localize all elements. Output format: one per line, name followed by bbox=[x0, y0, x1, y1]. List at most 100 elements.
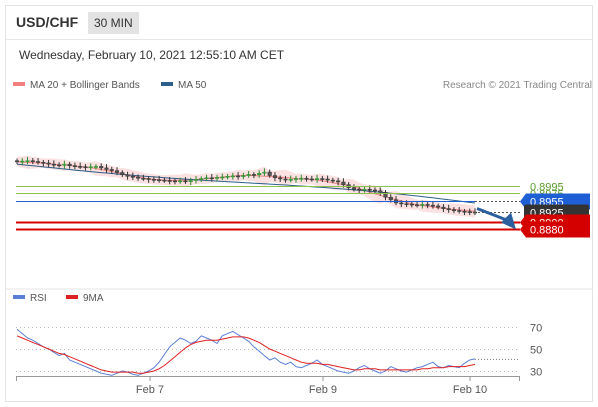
candle-body bbox=[462, 211, 467, 213]
candle-body bbox=[299, 177, 304, 180]
timestamp: Wednesday, February 10, 2021 12:55:10 AM… bbox=[19, 48, 285, 62]
candle-body bbox=[367, 188, 372, 191]
candle-body bbox=[272, 175, 278, 179]
candle-body bbox=[136, 176, 141, 179]
candle-body bbox=[93, 166, 99, 168]
candle-body bbox=[209, 177, 214, 180]
candle-body bbox=[30, 160, 35, 162]
legend-swatch-9ma bbox=[66, 295, 78, 299]
candle-body bbox=[441, 206, 446, 209]
support-label: 0.8880 bbox=[530, 225, 564, 237]
x-axis-tick-label: Feb 7 bbox=[136, 384, 164, 396]
candle-body bbox=[183, 180, 188, 183]
forecast-arrow-shaft bbox=[476, 207, 509, 222]
candle-body bbox=[404, 203, 409, 205]
research-credit: Research © 2021 Trading Central bbox=[442, 80, 592, 91]
candle-body bbox=[83, 166, 88, 169]
candle-body bbox=[283, 178, 288, 181]
candle-body bbox=[320, 178, 325, 180]
bollinger-band bbox=[17, 155, 475, 218]
candle-body bbox=[451, 209, 456, 211]
candle-body bbox=[193, 179, 199, 181]
candle-body bbox=[67, 163, 72, 166]
candle-body bbox=[425, 204, 430, 206]
candle-body bbox=[178, 180, 183, 183]
candle-body bbox=[436, 205, 441, 208]
candle-body bbox=[199, 178, 204, 180]
candle-body bbox=[446, 208, 451, 210]
candle-body bbox=[309, 178, 314, 181]
legend-label-bollinger: MA 20 + Bollinger Bands bbox=[30, 80, 140, 91]
ma20-line bbox=[16, 161, 476, 212]
candle-body bbox=[351, 187, 356, 190]
legend-label-ma50: MA 50 bbox=[178, 80, 207, 91]
candle-body bbox=[25, 160, 30, 162]
candle-body bbox=[188, 180, 193, 182]
candle-body bbox=[420, 204, 425, 206]
candle-body bbox=[204, 177, 209, 180]
candle-body bbox=[157, 179, 162, 181]
candle-body bbox=[36, 161, 41, 163]
legend-label-rsi: RSI bbox=[30, 293, 47, 304]
chart-widget: USD/CHF 30 MIN Wednesday, February 10, 2… bbox=[5, 5, 593, 402]
candle-body bbox=[88, 166, 93, 169]
candle-body bbox=[430, 204, 435, 207]
candle-body bbox=[141, 177, 146, 180]
chart-header: USD/CHF 30 MIN bbox=[6, 6, 592, 40]
candle-body bbox=[120, 172, 125, 176]
candle-body bbox=[99, 166, 104, 169]
candle-body bbox=[457, 210, 462, 212]
interval-badge[interactable]: 30 MIN bbox=[88, 12, 139, 34]
candle-body bbox=[109, 169, 114, 171]
candle-body bbox=[378, 190, 383, 193]
candle-body bbox=[125, 174, 130, 177]
candle-body bbox=[62, 163, 67, 166]
x-axis-tick-label: Feb 10 bbox=[453, 384, 487, 396]
candle-body bbox=[78, 166, 83, 168]
candle-body bbox=[220, 176, 225, 179]
candle-body bbox=[288, 179, 293, 181]
candle-body bbox=[230, 175, 235, 178]
candle-body bbox=[278, 177, 283, 180]
x-axis-tick-label: Feb 9 bbox=[309, 384, 337, 396]
candle-body bbox=[172, 180, 177, 183]
candle-body bbox=[114, 170, 120, 173]
candle-body bbox=[167, 180, 172, 182]
candle-body bbox=[362, 188, 367, 191]
candle-body bbox=[415, 204, 420, 207]
candle-body bbox=[236, 175, 241, 178]
candle-body bbox=[162, 179, 167, 182]
candle-body bbox=[246, 174, 251, 176]
candle-body bbox=[130, 176, 135, 178]
candle-body bbox=[146, 178, 151, 180]
candle-body bbox=[383, 192, 388, 198]
legend-swatch-bollinger bbox=[13, 82, 25, 86]
candle-body bbox=[51, 163, 56, 166]
rsi-tick-label: 30 bbox=[530, 367, 542, 379]
ma50-line bbox=[16, 163, 476, 204]
candle-body bbox=[214, 177, 220, 179]
candle-body bbox=[241, 175, 246, 177]
candle-body bbox=[399, 202, 404, 205]
candle-body bbox=[257, 173, 262, 176]
candle-body bbox=[304, 177, 309, 180]
rsi-9ma-line bbox=[16, 335, 476, 374]
legend-item-rsi: RSI bbox=[13, 293, 47, 304]
candle-body bbox=[46, 162, 51, 165]
candle-body bbox=[72, 165, 77, 167]
legend-label-9ma: 9MA bbox=[83, 293, 104, 304]
candle-body bbox=[293, 178, 299, 180]
legend-item-ma50: MA 50 bbox=[161, 80, 206, 91]
rsi-tick-label: 70 bbox=[530, 323, 542, 335]
candle-body bbox=[225, 176, 230, 178]
legend-swatch-rsi bbox=[13, 295, 25, 299]
candle-body bbox=[315, 178, 320, 180]
candle-body bbox=[57, 164, 62, 167]
candle-body bbox=[262, 171, 267, 174]
candle-body bbox=[388, 196, 393, 201]
candle-body bbox=[372, 189, 378, 192]
support-tag bbox=[520, 221, 590, 238]
rsi-tick-label: 50 bbox=[530, 345, 542, 357]
candle-body bbox=[325, 178, 330, 181]
